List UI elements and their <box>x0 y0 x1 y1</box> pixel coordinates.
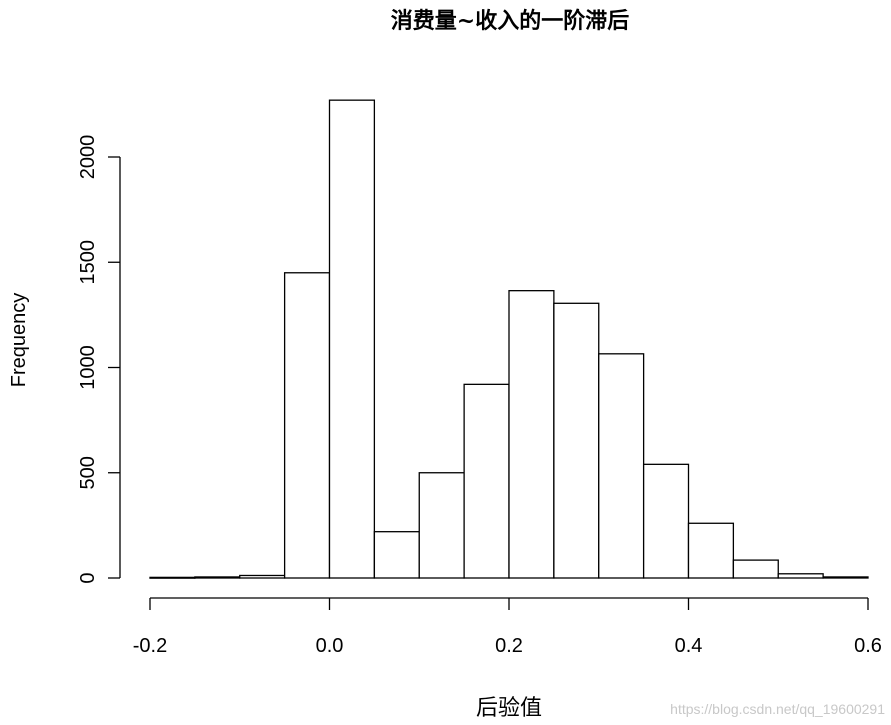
histogram-bar <box>328 99 376 579</box>
histogram-bar <box>642 463 690 579</box>
x-tick-label: -0.2 <box>133 635 167 657</box>
y-tick-label: 500 <box>77 456 99 489</box>
y-tick-label: 1000 <box>77 345 99 390</box>
y-tick-label: 0 <box>77 572 99 583</box>
histogram-bar <box>687 522 735 579</box>
histogram-bar <box>822 576 869 579</box>
watermark: https://blog.csdn.net/qq_19600291 <box>670 701 885 717</box>
histogram-bar <box>194 576 241 579</box>
histogram-bar <box>777 573 824 579</box>
x-tick-label: 0.0 <box>316 635 344 657</box>
histogram-bar <box>732 559 779 579</box>
histogram-bar <box>463 383 510 579</box>
histogram-bar <box>508 290 555 579</box>
histogram-bar <box>149 576 196 579</box>
histogram-bar <box>418 472 465 579</box>
histogram-bar <box>283 272 331 579</box>
x-tick-label: 0.6 <box>854 635 882 657</box>
histogram-bar <box>239 574 286 579</box>
x-axis: -0.2 0.0 0.2 0.4 0.6 <box>133 597 882 657</box>
y-tick-label: 2000 <box>77 135 99 180</box>
histogram-bar <box>373 531 420 579</box>
bars-group <box>149 99 869 579</box>
histogram-bar <box>553 302 600 579</box>
chart-title: 消费量~收入的一阶滞后 <box>391 8 629 34</box>
y-tick-label: 1500 <box>77 240 99 285</box>
x-axis-label: 后验值 <box>476 696 542 721</box>
y-axis: 0 500 1000 1500 2000 <box>77 135 121 584</box>
y-axis-label: Frequency <box>8 293 30 388</box>
x-tick-label: 0.4 <box>675 635 703 657</box>
x-tick-label: 0.2 <box>495 635 523 657</box>
histogram-bar <box>598 353 645 579</box>
